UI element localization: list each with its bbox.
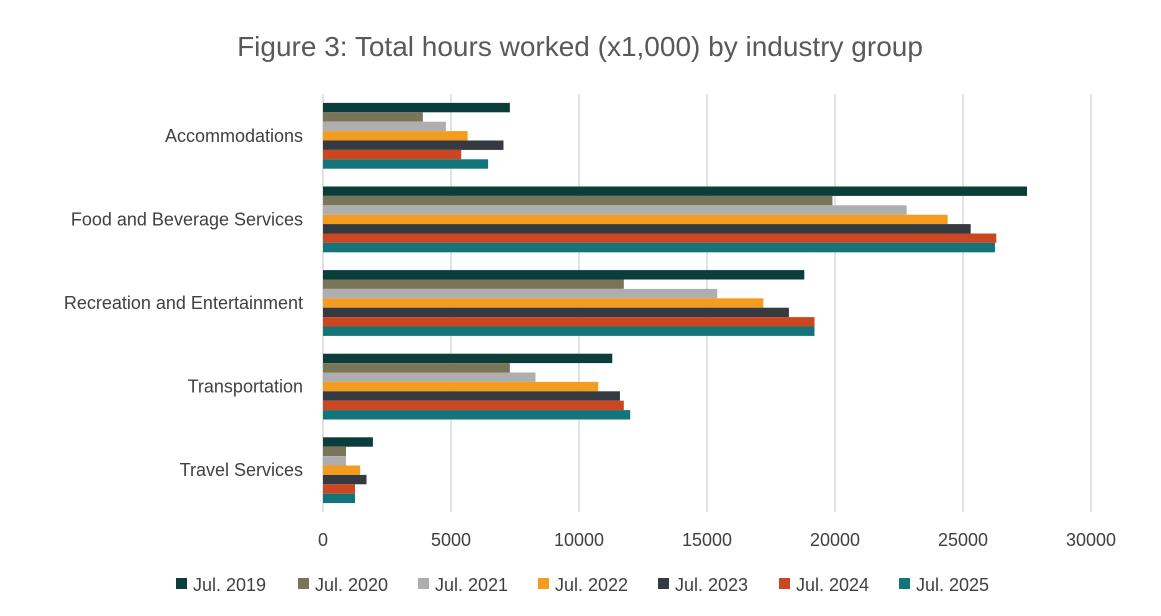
bar-4-1 — [323, 446, 347, 457]
legend: Jul. 2019 Jul. 2020 Jul. 2021 Jul. 2022 Jul.… — [176, 575, 989, 595]
bar-4-4 — [323, 474, 367, 485]
bar-4-6 — [323, 493, 355, 504]
bar-3-4 — [323, 391, 620, 401]
x-tick-label: 30000 — [1066, 530, 1116, 550]
bar-2-4 — [323, 307, 789, 318]
category-labels: Accommodations Food and Beverage Services… — [64, 126, 303, 480]
legend-label: Jul. 2023 — [675, 575, 748, 595]
bars — [323, 102, 1027, 504]
bar-3-5 — [323, 400, 624, 411]
bar-1-0 — [323, 186, 1027, 196]
bar-0-4 — [323, 140, 504, 150]
x-tick-label: 10000 — [554, 530, 604, 550]
x-tick-label: 0 — [318, 530, 328, 550]
x-tick-label: 15000 — [682, 530, 732, 550]
bar-0-5 — [323, 149, 462, 160]
bar-0-2 — [323, 121, 446, 132]
bar-3-0 — [323, 353, 613, 364]
legend-swatch — [658, 578, 669, 589]
legend-swatch — [176, 578, 187, 589]
bar-1-5 — [323, 233, 997, 243]
category-label: Transportation — [188, 377, 303, 397]
x-tick-label: 20000 — [810, 530, 860, 550]
bar-3-2 — [323, 372, 536, 382]
bar-2-3 — [323, 298, 764, 308]
legend-swatch — [418, 578, 429, 589]
legend-swatch — [779, 578, 790, 589]
category-label: Accommodations — [165, 126, 303, 146]
bar-4-5 — [323, 484, 355, 494]
bar-1-2 — [323, 205, 907, 215]
bar-2-5 — [323, 317, 815, 327]
legend-label: Jul. 2020 — [315, 575, 388, 595]
category-label: Travel Services — [180, 460, 303, 480]
bar-0-3 — [323, 131, 468, 141]
x-tick-label: 5000 — [431, 530, 471, 550]
x-tick-labels: 0 5000 10000 15000 20000 25000 30000 — [318, 530, 1116, 550]
legend-swatch — [298, 578, 309, 589]
bar-2-0 — [323, 270, 805, 280]
bar-3-6 — [323, 410, 631, 420]
bar-2-2 — [323, 288, 718, 299]
bar-0-0 — [323, 102, 510, 113]
category-label: Recreation and Entertainment — [64, 293, 303, 313]
bar-4-2 — [323, 456, 347, 466]
bar-3-1 — [323, 363, 510, 373]
legend-label: Jul. 2021 — [435, 575, 508, 595]
bar-4-0 — [323, 437, 373, 447]
legend-swatch — [899, 578, 910, 589]
bar-0-1 — [323, 112, 423, 122]
bar-2-6 — [323, 326, 815, 336]
legend-swatch — [538, 578, 549, 589]
bar-1-3 — [323, 214, 948, 225]
legend-label: Jul. 2022 — [555, 575, 628, 595]
legend-label: Jul. 2019 — [193, 575, 266, 595]
bar-2-1 — [323, 279, 624, 289]
bar-4-3 — [323, 465, 361, 475]
legend-label: Jul. 2024 — [796, 575, 869, 595]
x-tick-label: 25000 — [938, 530, 988, 550]
chart-title: Figure 3: Total hours worked (x1,000) by… — [237, 31, 923, 62]
bar-1-4 — [323, 224, 971, 234]
category-label: Food and Beverage Services — [71, 209, 303, 229]
legend-label: Jul. 2025 — [916, 575, 989, 595]
bar-1-1 — [323, 195, 833, 206]
bar-0-6 — [323, 159, 489, 169]
bar-1-6 — [323, 242, 995, 253]
bar-3-3 — [323, 381, 599, 392]
